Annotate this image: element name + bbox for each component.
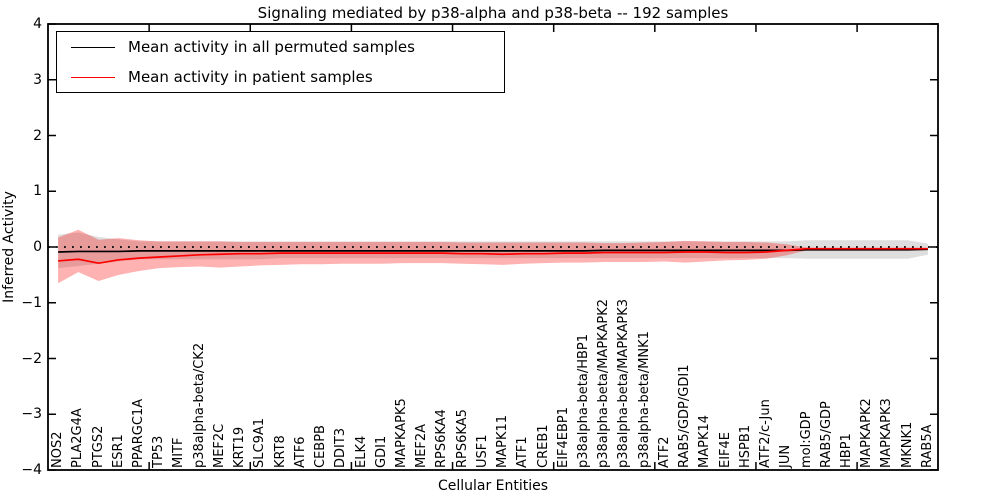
x-tick-label: ELK4 xyxy=(353,435,369,468)
x-tick-label: ATF6 xyxy=(292,436,308,468)
x-tick-label: PTGS2 xyxy=(90,425,106,468)
legend-line-patient-icon xyxy=(71,76,115,78)
y-tick-label: 3 xyxy=(33,71,42,88)
x-tick-label: ESR1 xyxy=(110,434,126,468)
x-tick-label: USF1 xyxy=(474,434,490,468)
y-tick-label: 0 xyxy=(33,239,42,255)
x-tick-label: p38alpha-beta/MAPKAPK2 xyxy=(596,299,612,468)
legend-row-patient: Mean activity in patient samples xyxy=(57,62,504,92)
x-tick-label: EIF4E xyxy=(717,431,733,468)
x-tick-label: RAB5A xyxy=(919,424,935,468)
band-patient xyxy=(58,229,928,284)
x-tick-label: RAB5/GDP/GDI1 xyxy=(677,364,693,468)
y-tick-label: −3 xyxy=(21,406,42,423)
x-tick-label: HSPB1 xyxy=(737,424,753,468)
x-axis-label: Cellular Entities xyxy=(437,478,549,494)
x-tick-label: SLC9A1 xyxy=(252,417,268,468)
x-tick-label: ATF2 xyxy=(656,436,672,468)
x-tick-label: MAPKAPK5 xyxy=(393,398,409,468)
x-tick-label: MAPKAPK2 xyxy=(859,398,875,468)
x-tick-label: CREB1 xyxy=(535,424,551,468)
x-tick-label: RPS6KA5 xyxy=(454,409,470,468)
x-tick-label: HBP1 xyxy=(838,433,854,468)
x-tick-label: p38alpha-beta/MNK1 xyxy=(636,331,652,468)
legend-label-patient: Mean activity in patient samples xyxy=(128,68,373,86)
y-tick-label: 4 xyxy=(33,16,42,32)
x-tick-label: KRT8 xyxy=(272,435,288,468)
legend-label-permuted: Mean activity in all permuted samples xyxy=(128,38,415,56)
x-tick-label: ATF2/c-Jun xyxy=(758,399,774,468)
x-tick-label: ATF1 xyxy=(515,436,531,468)
x-tick-label: RAB5/GDP xyxy=(818,401,834,468)
x-tick-label: NOS2 xyxy=(50,431,66,468)
x-tick-label: MITF xyxy=(171,437,187,468)
y-tick-label: −2 xyxy=(21,350,42,367)
x-tick-label: p38alpha-beta/MAPKAPK3 xyxy=(616,299,632,468)
y-tick-label: 1 xyxy=(33,183,42,200)
x-tick-label: CEBPB xyxy=(313,425,329,468)
x-tick-label: DDIT3 xyxy=(333,427,349,468)
x-tick-label: KRT19 xyxy=(232,426,248,468)
y-tick-label: −1 xyxy=(21,294,42,311)
x-tick-label: MEF2A xyxy=(414,423,430,468)
x-tick-label: MEF2C xyxy=(211,423,227,468)
x-tick-label: RPS6KA4 xyxy=(434,409,450,468)
x-tick-label: p38alpha-beta/HBP1 xyxy=(576,333,592,468)
chart-title: Signaling mediated by p38-alpha and p38-… xyxy=(257,4,729,22)
x-tick-label: PPARGC1A xyxy=(131,398,147,468)
x-tick-label: MAPK14 xyxy=(697,414,713,468)
x-tick-label: MAPKAPK3 xyxy=(879,398,895,468)
legend: Mean activity in all permuted samples Me… xyxy=(56,31,505,93)
x-tick-label: JUN xyxy=(778,444,794,468)
x-tick-label: p38alpha-beta/CK2 xyxy=(191,342,207,468)
x-tick-label: MAPK11 xyxy=(495,414,511,468)
legend-row-permuted: Mean activity in all permuted samples xyxy=(57,32,504,62)
legend-line-permuted-icon xyxy=(71,46,115,48)
x-tick-label: TP53 xyxy=(151,435,167,468)
x-tick-label: PLA2G4A xyxy=(70,408,86,468)
x-tick-label: mol:GDP xyxy=(798,411,814,468)
mean-line-patient xyxy=(58,247,928,265)
x-tick-label: EIF4EBP1 xyxy=(555,406,571,468)
x-tick-label: MKNK1 xyxy=(899,421,915,468)
y-tick-label: −4 xyxy=(21,462,42,478)
x-tick-label: GDI1 xyxy=(373,435,389,468)
y-tick-label: 2 xyxy=(33,127,42,144)
